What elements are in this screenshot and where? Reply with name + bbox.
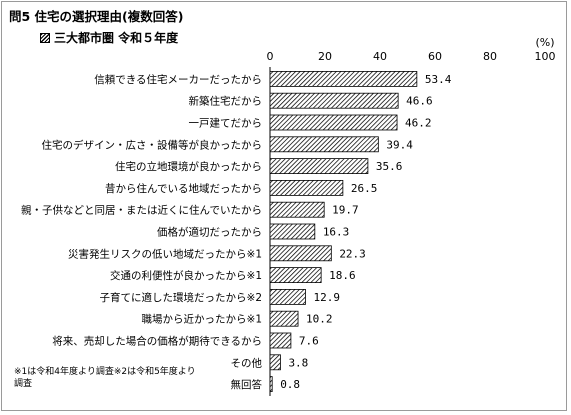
legend-label: 三大都市圏 令和５年度 bbox=[54, 31, 179, 45]
data-label: 46.2 bbox=[405, 117, 432, 130]
bar bbox=[269, 92, 399, 109]
bar bbox=[269, 136, 379, 153]
x-tick-label: 0 bbox=[267, 50, 274, 63]
bar bbox=[269, 245, 332, 262]
category-label: 新築住宅だから bbox=[189, 95, 263, 108]
x-tick-label: 80 bbox=[483, 50, 497, 63]
x-tick-label: 60 bbox=[428, 50, 442, 63]
chart-frame bbox=[1, 1, 567, 411]
category-label: 信頼できる住宅メーカーだったから bbox=[94, 73, 262, 86]
data-label: 18.6 bbox=[329, 269, 356, 282]
category-label: 交通の利便性が良かったから※1 bbox=[110, 269, 262, 282]
data-label: 16.3 bbox=[323, 226, 350, 239]
legend-swatch bbox=[40, 32, 50, 43]
bar bbox=[269, 158, 369, 175]
bar bbox=[269, 179, 344, 196]
legend: 三大都市圏 令和５年度 bbox=[40, 29, 178, 46]
bar bbox=[269, 332, 292, 349]
category-label: 価格が適切だったから bbox=[157, 226, 262, 239]
unit-label: (%) bbox=[535, 36, 554, 49]
category-label: その他 bbox=[231, 356, 263, 369]
bar bbox=[269, 267, 322, 284]
category-label: 住宅のデザイン・広さ・設備等が良かったから bbox=[42, 138, 263, 151]
x-tick-label: 20 bbox=[318, 50, 332, 63]
category-label: 一戸建てだから bbox=[189, 117, 263, 130]
category-label: 親・子供などと同居・または近くに住んでいたから bbox=[21, 204, 262, 217]
bars: 信頼できる住宅メーカーだったから 53.4 新築住宅だから 46.6 一戸建てだから 46… bbox=[21, 71, 452, 393]
data-label: 10.2 bbox=[306, 313, 333, 326]
data-label: 7.6 bbox=[299, 335, 319, 348]
footnote: ※1は令和4年度より調査※2は令和5年度より調査 bbox=[14, 367, 196, 389]
category-label: 災害発生リスクの低い地域だったから※1 bbox=[68, 247, 262, 260]
category-label: 無回答 bbox=[231, 378, 263, 391]
bar bbox=[269, 354, 281, 371]
bar bbox=[269, 201, 325, 218]
bar bbox=[269, 114, 398, 131]
category-label: 住宅の立地環境が良かったから bbox=[115, 160, 262, 173]
data-label: 39.4 bbox=[386, 138, 413, 151]
data-label: 46.6 bbox=[406, 95, 433, 108]
data-label: 0.8 bbox=[280, 378, 300, 391]
chart-title: 問5 住宅の選択理由(複数回答) bbox=[9, 9, 184, 24]
data-label: 26.5 bbox=[351, 182, 378, 195]
x-tick-label: 100 bbox=[535, 50, 556, 63]
bar bbox=[269, 223, 316, 240]
category-label: 昔から住んでいる地域だったから bbox=[105, 182, 262, 195]
data-label: 19.7 bbox=[332, 204, 359, 217]
data-label: 53.4 bbox=[425, 73, 452, 86]
data-label: 12.9 bbox=[313, 291, 340, 304]
category-label: 将来、売却した場合の価格が期待できるから bbox=[52, 335, 262, 348]
data-label: 22.3 bbox=[339, 247, 366, 260]
bar bbox=[269, 288, 306, 305]
bar bbox=[269, 376, 273, 393]
category-label: 子育てに適した環境だったから※2 bbox=[100, 291, 262, 304]
bar bbox=[269, 71, 418, 87]
x-tick-label: 40 bbox=[373, 50, 387, 63]
bar bbox=[269, 310, 299, 327]
category-label: 職場から近かったから※1 bbox=[142, 313, 262, 326]
data-label: 35.6 bbox=[376, 160, 403, 173]
data-label: 3.8 bbox=[288, 356, 308, 369]
